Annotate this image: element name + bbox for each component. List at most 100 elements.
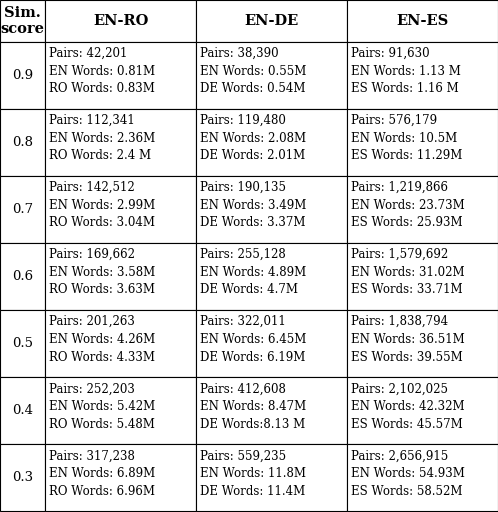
Text: Pairs: 412,608: Pairs: 412,608: [200, 382, 286, 395]
Text: 0.4: 0.4: [12, 404, 33, 417]
Bar: [196, 444, 347, 511]
Bar: [347, 377, 498, 444]
Text: Pairs: 112,341: Pairs: 112,341: [49, 114, 135, 127]
Text: 0.9: 0.9: [12, 69, 33, 82]
Bar: [196, 0, 347, 42]
Bar: [347, 109, 498, 176]
Text: RO Words: 4.33M: RO Words: 4.33M: [49, 351, 155, 364]
Text: EN Words: 31.02M: EN Words: 31.02M: [351, 266, 465, 279]
Text: Pairs: 42,201: Pairs: 42,201: [49, 47, 127, 60]
Text: Pairs: 1,579,692: Pairs: 1,579,692: [351, 248, 448, 261]
Text: ES Words: 33.71M: ES Words: 33.71M: [351, 284, 463, 296]
Text: ES Words: 25.93M: ES Words: 25.93M: [351, 217, 463, 229]
Text: Pairs: 91,630: Pairs: 91,630: [351, 47, 430, 60]
Bar: [347, 42, 498, 109]
Text: RO Words: 5.48M: RO Words: 5.48M: [49, 418, 155, 431]
Bar: [347, 0, 498, 42]
Bar: [347, 444, 498, 511]
Bar: [0, 243, 45, 310]
Bar: [0, 0, 45, 42]
Text: EN-DE: EN-DE: [245, 14, 299, 28]
Bar: [0, 310, 45, 377]
Text: EN Words: 10.5M: EN Words: 10.5M: [351, 132, 457, 145]
Text: ES Words: 58.52M: ES Words: 58.52M: [351, 485, 463, 498]
Text: Pairs: 119,480: Pairs: 119,480: [200, 114, 286, 127]
Text: Pairs: 322,011: Pairs: 322,011: [200, 315, 286, 328]
Bar: [45, 377, 196, 444]
Text: DE Words:8.13 M: DE Words:8.13 M: [200, 418, 305, 431]
Text: Pairs: 169,662: Pairs: 169,662: [49, 248, 135, 261]
Text: Pairs: 1,838,794: Pairs: 1,838,794: [351, 315, 448, 328]
Text: EN Words: 5.42M: EN Words: 5.42M: [49, 400, 155, 413]
Text: EN Words: 54.93M: EN Words: 54.93M: [351, 467, 465, 480]
Bar: [196, 42, 347, 109]
Text: EN Words: 6.89M: EN Words: 6.89M: [49, 467, 155, 480]
Text: EN Words: 2.08M: EN Words: 2.08M: [200, 132, 306, 145]
Text: EN Words: 0.81M: EN Words: 0.81M: [49, 65, 155, 78]
Text: DE Words: 6.19M: DE Words: 6.19M: [200, 351, 306, 364]
Bar: [347, 310, 498, 377]
Text: Pairs: 255,128: Pairs: 255,128: [200, 248, 286, 261]
Text: EN Words: 2.99M: EN Words: 2.99M: [49, 199, 155, 212]
Text: 0.8: 0.8: [12, 136, 33, 149]
Text: 0.3: 0.3: [12, 472, 33, 484]
Text: ES Words: 11.29M: ES Words: 11.29M: [351, 150, 463, 162]
Text: Pairs: 201,263: Pairs: 201,263: [49, 315, 135, 328]
Text: Pairs: 576,179: Pairs: 576,179: [351, 114, 437, 127]
Text: Pairs: 1,219,866: Pairs: 1,219,866: [351, 181, 448, 194]
Text: Pairs: 142,512: Pairs: 142,512: [49, 181, 135, 194]
Text: 0.5: 0.5: [12, 337, 33, 350]
Bar: [0, 444, 45, 511]
Text: 0.6: 0.6: [12, 270, 33, 283]
Text: ES Words: 39.55M: ES Words: 39.55M: [351, 351, 463, 364]
Bar: [45, 243, 196, 310]
Text: Sim.
score: Sim. score: [0, 6, 45, 36]
Bar: [45, 176, 196, 243]
Text: EN Words: 0.55M: EN Words: 0.55M: [200, 65, 307, 78]
Bar: [196, 109, 347, 176]
Text: EN Words: 3.58M: EN Words: 3.58M: [49, 266, 155, 279]
Bar: [347, 243, 498, 310]
Bar: [0, 109, 45, 176]
Text: 0.7: 0.7: [12, 203, 33, 216]
Bar: [196, 377, 347, 444]
Text: DE Words: 3.37M: DE Words: 3.37M: [200, 217, 306, 229]
Text: EN Words: 4.89M: EN Words: 4.89M: [200, 266, 306, 279]
Bar: [0, 42, 45, 109]
Text: EN Words: 11.8M: EN Words: 11.8M: [200, 467, 306, 480]
Text: Pairs: 2,102,025: Pairs: 2,102,025: [351, 382, 448, 395]
Text: RO Words: 3.63M: RO Words: 3.63M: [49, 284, 155, 296]
Text: EN Words: 23.73M: EN Words: 23.73M: [351, 199, 465, 212]
Bar: [0, 176, 45, 243]
Bar: [347, 176, 498, 243]
Text: RO Words: 0.83M: RO Words: 0.83M: [49, 82, 155, 95]
Text: EN Words: 4.26M: EN Words: 4.26M: [49, 333, 155, 346]
Text: Pairs: 559,235: Pairs: 559,235: [200, 450, 286, 462]
Text: DE Words: 0.54M: DE Words: 0.54M: [200, 82, 306, 95]
Text: EN-ES: EN-ES: [396, 14, 449, 28]
Text: RO Words: 2.4 M: RO Words: 2.4 M: [49, 150, 151, 162]
Bar: [196, 243, 347, 310]
Bar: [45, 42, 196, 109]
Text: Pairs: 252,203: Pairs: 252,203: [49, 382, 135, 395]
Text: RO Words: 6.96M: RO Words: 6.96M: [49, 485, 155, 498]
Text: EN Words: 36.51M: EN Words: 36.51M: [351, 333, 465, 346]
Text: EN Words: 6.45M: EN Words: 6.45M: [200, 333, 307, 346]
Text: Pairs: 38,390: Pairs: 38,390: [200, 47, 279, 60]
Text: ES Words: 1.16 M: ES Words: 1.16 M: [351, 82, 459, 95]
Text: Pairs: 190,135: Pairs: 190,135: [200, 181, 286, 194]
Text: Pairs: 2,656,915: Pairs: 2,656,915: [351, 450, 448, 462]
Bar: [196, 176, 347, 243]
Text: Pairs: 317,238: Pairs: 317,238: [49, 450, 135, 462]
Bar: [45, 444, 196, 511]
Text: DE Words: 2.01M: DE Words: 2.01M: [200, 150, 305, 162]
Text: EN Words: 1.13 M: EN Words: 1.13 M: [351, 65, 461, 78]
Bar: [45, 310, 196, 377]
Text: EN Words: 2.36M: EN Words: 2.36M: [49, 132, 155, 145]
Bar: [0, 377, 45, 444]
Text: EN Words: 42.32M: EN Words: 42.32M: [351, 400, 465, 413]
Text: EN Words: 8.47M: EN Words: 8.47M: [200, 400, 306, 413]
Text: RO Words: 3.04M: RO Words: 3.04M: [49, 217, 155, 229]
Text: DE Words: 4.7M: DE Words: 4.7M: [200, 284, 298, 296]
Text: EN-RO: EN-RO: [93, 14, 148, 28]
